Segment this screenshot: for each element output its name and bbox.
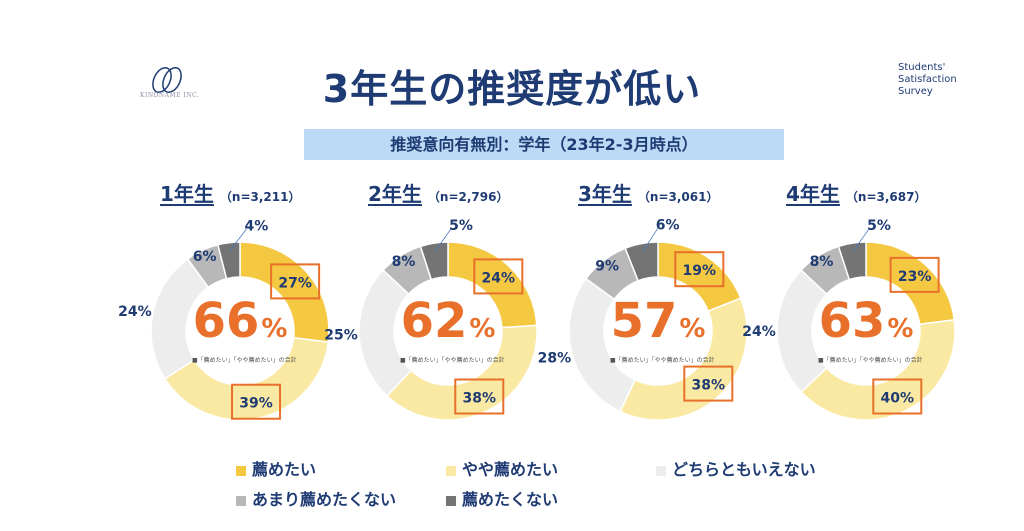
highlight-box [674,251,725,288]
data-label-neutral: 28% [538,351,572,367]
chart-grade-4: 4年生 （n=3,687） 23% 40% 24% 8% 5% 63% ■「薦めたい」「やや薦… [742,178,998,448]
legend-item-recommend: 薦めたい [236,456,316,480]
donut-chart: 24% 38% 25% 8% 5% [324,218,538,421]
highlight-box [473,258,524,295]
center-total: 63% [756,293,976,349]
donut-chart: 23% 40% 24% 8% 5% [742,218,956,421]
legend-swatch [446,495,456,506]
sample-size: （n=3,687） [845,190,927,204]
center-total-symbol: % [679,314,706,344]
center-note: ■「薦めたい」「やや薦めたい」の合計 [818,357,923,364]
legend-item-neutral: どちらともいえない [656,456,816,480]
center-total-symbol: % [469,314,496,344]
center-note: ■「薦めたい」「やや薦めたい」の合計 [192,357,297,364]
grade-title: 3年生 （n=3,061） [578,182,719,206]
data-label-not-really: 8% [392,254,416,270]
highlight-box [889,256,940,293]
slice-not-recommend [624,241,659,282]
subtitle: 推奨意向有無別：学年（23年2-3月時点） [390,135,698,154]
data-label-somewhat-recommend: 39% [239,396,273,412]
leader-line [853,228,870,252]
data-label-recommend: 27% [278,275,312,291]
donut-chart: 27% 39% 24% 6% 4% [118,218,330,421]
data-label-neutral: 24% [742,324,776,340]
data-label-somewhat-recommend: 38% [692,378,726,394]
center-total: 57% [548,293,768,349]
data-label-recommend: 19% [683,263,717,279]
chart-grade-2: 2年生 （n=2,796） 24% 38% 25% 8% 5% 62% ■「薦めたい」「やや薦… [324,178,580,448]
chart-grade-1: 1年生 （n=3,211） 27% 39% 24% 6% 4% 66% ■「薦めたい」「やや薦… [118,178,372,448]
donut-chart: 19% 38% 28% 9% 6% [538,217,748,421]
slice-not-recommend [837,241,867,281]
slice-somewhat-recommend [386,324,538,421]
center-total-symbol: % [261,314,288,344]
slice-not-recommend [419,241,449,281]
slice-recommend [239,241,330,343]
center-note: ■「薦めたい」「やや薦めたい」の合計 [400,357,505,364]
data-label-somewhat-recommend: 40% [881,391,915,407]
data-label-neutral: 25% [324,327,358,343]
survey-label: Students' Satisfaction Survey [898,62,957,98]
center-total-value: 57% [610,293,706,349]
legend-item-not-really: あまり薦めたくない [236,486,396,510]
highlight-box [231,383,282,420]
grade-title: 4年生 （n=3,687） [786,182,927,206]
center-total: 62% [338,293,558,349]
chart-grade-3: 3年生 （n=3,061） 19% 38% 28% 9% 6% 57% ■「薦めたい」「やや薦… [538,178,790,448]
sample-size: （n=2,796） [427,190,509,204]
highlight-box [454,378,505,415]
slice-somewhat-recommend [619,297,748,421]
highlight-box [872,378,923,415]
grade-title: 1年生 （n=3,211） [160,182,301,206]
survey-line-1: Students' [898,62,946,73]
data-label-recommend: 23% [898,269,932,285]
slice-somewhat-recommend [163,336,330,421]
survey-line-3: Survey [898,86,933,97]
subtitle-banner: 推奨意向有無別：学年（23年2-3月時点） [304,129,784,160]
slice-not-recommend [216,241,241,280]
center-total-value: 62% [400,293,496,349]
data-label-not-really: 9% [595,258,619,274]
center-total-symbol: % [887,314,914,344]
legend-swatch [446,465,456,476]
data-label-not-really: 6% [193,249,217,265]
leader-line [229,229,247,251]
page-title: 3年生の推奨度が低い [322,67,702,111]
highlight-box [270,263,321,300]
logo-text: KINDNAME INC. [140,92,200,99]
data-label-neutral: 24% [118,304,152,320]
legend-swatch [236,495,246,506]
highlight-box [683,365,734,402]
survey-line-2: Satisfaction [898,74,957,85]
slice-somewhat-recommend [800,319,956,421]
data-label-not-recommend: 4% [244,218,268,234]
center-total: 66% [130,293,350,349]
sample-size: （n=3,061） [637,190,719,204]
data-label-not-really: 8% [810,254,834,270]
legend-swatch [236,465,246,476]
legend-item-not-recommend: 薦めたくない [446,486,558,510]
data-label-not-recommend: 5% [449,218,473,234]
legend-item-somewhat-recommend: やや薦めたい [446,456,558,480]
leader-line [435,228,452,252]
data-label-not-recommend: 6% [656,217,680,233]
leader-line [642,228,659,252]
data-label-somewhat-recommend: 38% [463,391,497,407]
company-logo [152,66,182,94]
legend-swatch [656,465,666,476]
center-total-value: 63% [818,293,914,349]
data-label-not-recommend: 5% [867,218,891,234]
sample-size: （n=3,211） [219,190,301,204]
center-note: ■「薦めたい」「やや薦めたい」の合計 [610,357,715,364]
grade-title: 2年生 （n=2,796） [368,182,509,206]
data-label-recommend: 24% [482,270,516,286]
center-total-value: 66% [192,293,288,349]
